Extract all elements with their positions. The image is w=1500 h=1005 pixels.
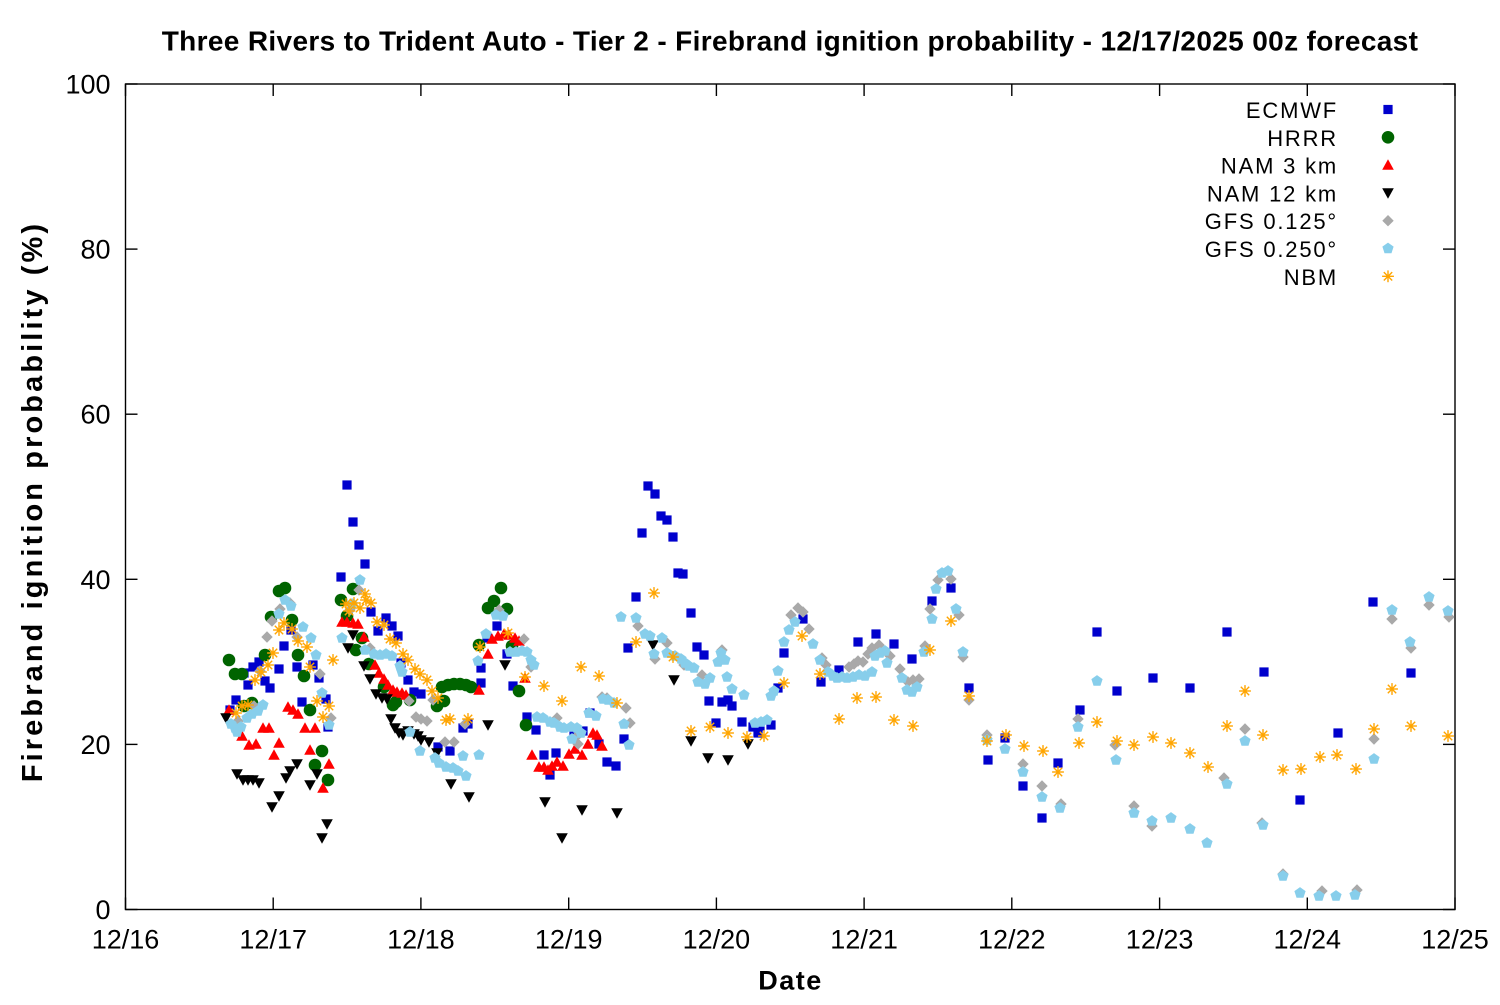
svg-text:NAM 12 km: NAM 12 km	[1207, 181, 1338, 206]
svg-text:80: 80	[80, 235, 110, 265]
svg-text:12/25: 12/25	[1421, 925, 1489, 955]
svg-text:12/19: 12/19	[535, 925, 603, 955]
svg-text:12/22: 12/22	[978, 925, 1046, 955]
svg-text:ECMWF: ECMWF	[1246, 98, 1338, 123]
svg-text:Three Rivers to Trident Auto -: Three Rivers to Trident Auto - Tier 2 - …	[162, 26, 1419, 57]
svg-text:GFS 0.250°: GFS 0.250°	[1205, 237, 1338, 262]
svg-text:60: 60	[80, 400, 110, 430]
svg-text:100: 100	[65, 70, 110, 100]
svg-text:12/17: 12/17	[239, 925, 307, 955]
svg-text:12/21: 12/21	[830, 925, 898, 955]
svg-text:NBM: NBM	[1284, 265, 1338, 290]
svg-text:12/23: 12/23	[1126, 925, 1194, 955]
svg-text:Firebrand ignition probability: Firebrand ignition probability (%)	[17, 221, 49, 782]
svg-text:Date: Date	[758, 966, 823, 996]
svg-text:12/18: 12/18	[387, 925, 455, 955]
svg-text:12/16: 12/16	[92, 925, 160, 955]
svg-text:GFS 0.125°: GFS 0.125°	[1205, 209, 1338, 234]
svg-text:HRRR: HRRR	[1267, 126, 1338, 151]
svg-text:0: 0	[95, 895, 110, 925]
svg-text:40: 40	[80, 565, 110, 595]
svg-text:NAM 3 km: NAM 3 km	[1221, 154, 1338, 179]
svg-text:20: 20	[80, 730, 110, 760]
svg-text:12/20: 12/20	[683, 925, 751, 955]
svg-text:12/24: 12/24	[1274, 925, 1342, 955]
